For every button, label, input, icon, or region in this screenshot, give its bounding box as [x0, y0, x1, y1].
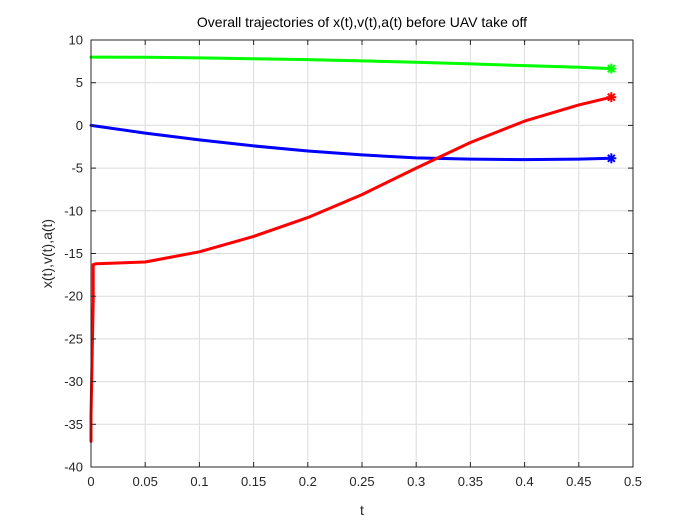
y-tick-label: -40	[64, 460, 83, 475]
y-tick-label: 5	[76, 75, 83, 90]
series-end-marker-2	[606, 92, 617, 103]
series-line-2	[89, 95, 613, 443]
ticks	[90, 39, 634, 468]
x-tick-label: 0.45	[566, 474, 591, 489]
tick-labels: 0 0.05 0.1 0.15 0.2 0.25 0.3 0.35 0.4 0.45 0.5 -40 -…	[64, 33, 642, 490]
series-end-marker-0	[606, 63, 617, 74]
y-tick-label: -20	[64, 289, 83, 304]
series-layer	[89, 55, 617, 443]
y-tick-label: -10	[64, 203, 83, 218]
y-tick-label: -25	[64, 331, 83, 346]
y-tick-label: -15	[64, 246, 83, 261]
x-axis-label: t	[360, 502, 364, 518]
chart-title: Overall trajectories of x(t),v(t),a(t) b…	[197, 14, 527, 30]
x-tick-label: 0.35	[458, 474, 483, 489]
x-tick-label: 0.05	[133, 474, 158, 489]
y-tick-label: -35	[64, 417, 83, 432]
x-tick-label: 0.25	[349, 474, 374, 489]
x-tick-label: 0.4	[516, 474, 534, 489]
x-tick-label: 0.15	[241, 474, 266, 489]
x-tick-label: 0.5	[624, 474, 642, 489]
y-tick-label: -5	[71, 161, 83, 176]
x-tick-label: 0.3	[407, 474, 425, 489]
x-tick-label: 0.2	[299, 474, 317, 489]
x-tick-label: 0.1	[190, 474, 208, 489]
y-tick-label: -30	[64, 374, 83, 389]
x-tick-label: 0	[87, 474, 94, 489]
series-end-marker-1	[606, 153, 617, 164]
y-tick-label: 10	[69, 33, 83, 48]
y-axis-label: x(t),v(t),a(t)	[39, 219, 55, 288]
y-tick-label: 0	[76, 118, 83, 133]
series-line-0	[89, 55, 613, 71]
series-line-1	[89, 123, 613, 162]
